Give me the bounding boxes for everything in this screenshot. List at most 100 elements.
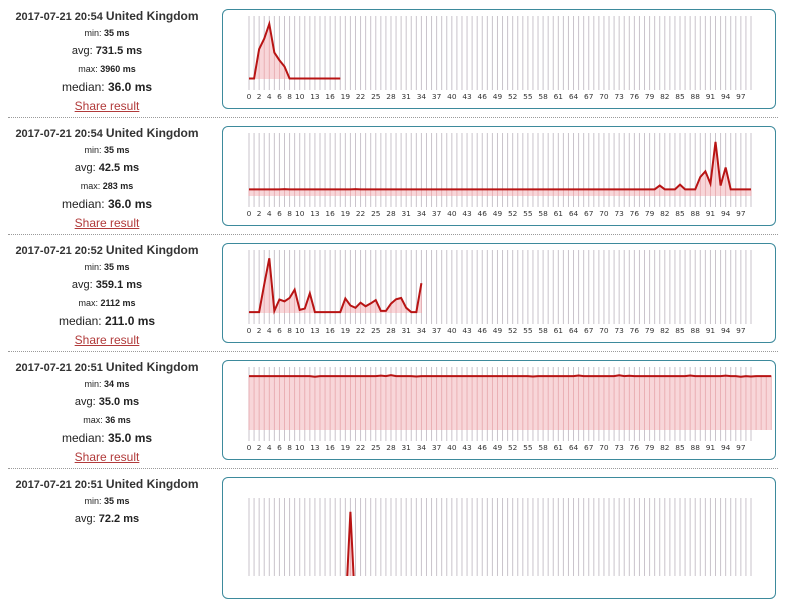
share-result-link[interactable]: Share result bbox=[75, 97, 140, 115]
series-line bbox=[249, 142, 751, 190]
x-tick-label: 22 bbox=[356, 443, 365, 452]
x-tick-label: 82 bbox=[660, 209, 669, 218]
x-tick-label: 79 bbox=[645, 443, 655, 452]
x-tick-label: 67 bbox=[584, 209, 594, 218]
min-label: min: bbox=[84, 496, 101, 506]
x-tick-label: 88 bbox=[691, 92, 701, 101]
x-tick-label: 52 bbox=[508, 209, 517, 218]
x-tick-label: 70 bbox=[599, 443, 609, 452]
x-tick-label: 85 bbox=[675, 209, 685, 218]
x-tick-label: 97 bbox=[736, 92, 746, 101]
x-tick-label: 34 bbox=[417, 209, 427, 218]
share-result-link[interactable]: Share result bbox=[75, 331, 140, 349]
x-tick-label: 58 bbox=[538, 443, 548, 452]
avg-row: avg: 72.2 ms bbox=[0, 510, 214, 529]
x-tick-label: 40 bbox=[447, 92, 457, 101]
x-tick-label: 8 bbox=[287, 443, 292, 452]
divider bbox=[8, 117, 778, 118]
x-tick-label: 6 bbox=[277, 443, 282, 452]
share-result-link[interactable]: Share result bbox=[75, 448, 140, 466]
x-tick-label: 19 bbox=[341, 326, 351, 335]
min-row: min: 35 ms bbox=[0, 493, 214, 510]
x-tick-label: 40 bbox=[447, 443, 457, 452]
x-tick-label: 8 bbox=[287, 326, 292, 335]
x-tick-label: 16 bbox=[325, 326, 335, 335]
x-tick-label: 91 bbox=[706, 209, 716, 218]
median-value: 35.0 ms bbox=[108, 431, 152, 445]
max-value: 2112 ms bbox=[100, 298, 135, 308]
x-tick-label: 46 bbox=[478, 209, 488, 218]
x-tick-label: 46 bbox=[478, 92, 488, 101]
x-tick-label: 2 bbox=[257, 326, 262, 335]
x-tick-label: 58 bbox=[538, 209, 548, 218]
x-tick-label: 70 bbox=[599, 326, 609, 335]
max-value: 283 ms bbox=[103, 181, 134, 191]
x-tick-label: 97 bbox=[736, 443, 746, 452]
median-value: 36.0 ms bbox=[108, 80, 152, 94]
x-tick-label: 22 bbox=[356, 92, 365, 101]
share-result-link[interactable]: Share result bbox=[75, 214, 140, 232]
avg-label: avg: bbox=[75, 162, 96, 174]
x-tick-label: 25 bbox=[371, 92, 381, 101]
x-tick-label: 6 bbox=[277, 209, 282, 218]
x-tick-label: 67 bbox=[584, 92, 594, 101]
divider bbox=[8, 468, 778, 469]
x-tick-label: 64 bbox=[569, 209, 579, 218]
x-tick-label: 13 bbox=[310, 209, 320, 218]
x-tick-label: 4 bbox=[267, 209, 272, 218]
x-tick-label: 8 bbox=[287, 209, 292, 218]
divider bbox=[8, 351, 778, 352]
x-tick-label: 91 bbox=[706, 92, 716, 101]
x-tick-label: 55 bbox=[523, 209, 533, 218]
x-tick-label: 91 bbox=[706, 326, 716, 335]
x-tick-label: 19 bbox=[341, 443, 351, 452]
result-timestamp: 2017-07-21 20:51 bbox=[15, 479, 102, 491]
x-tick-label: 6 bbox=[277, 92, 282, 101]
x-tick-label: 13 bbox=[310, 443, 320, 452]
avg-value: 731.5 ms bbox=[96, 45, 142, 57]
x-tick-label: 79 bbox=[645, 92, 655, 101]
x-tick-label: 25 bbox=[371, 326, 381, 335]
x-tick-label: 13 bbox=[310, 326, 320, 335]
x-tick-label: 2 bbox=[257, 443, 262, 452]
x-tick-label: 94 bbox=[721, 209, 731, 218]
x-tick-label: 46 bbox=[478, 443, 488, 452]
x-tick-label: 6 bbox=[277, 326, 282, 335]
result-location: United Kingdom bbox=[106, 360, 199, 374]
x-tick-label: 49 bbox=[493, 443, 503, 452]
x-tick-label: 55 bbox=[523, 326, 533, 335]
x-tick-label: 55 bbox=[523, 92, 533, 101]
x-tick-label: 43 bbox=[462, 92, 472, 101]
min-row: min: 35 ms bbox=[0, 25, 214, 42]
x-tick-label: 73 bbox=[614, 326, 624, 335]
x-tick-label: 46 bbox=[478, 326, 488, 335]
max-label: max: bbox=[81, 181, 101, 191]
x-tick-label: 73 bbox=[614, 92, 624, 101]
x-tick-label: 58 bbox=[538, 326, 548, 335]
divider bbox=[8, 234, 778, 235]
x-tick-label: 10 bbox=[295, 209, 305, 218]
x-tick-label: 79 bbox=[645, 326, 655, 335]
min-row: min: 34 ms bbox=[0, 376, 214, 393]
result-header: 2017-07-21 20:51 United Kingdom bbox=[0, 359, 214, 376]
min-value: 34 ms bbox=[104, 379, 130, 389]
x-tick-label: 91 bbox=[706, 443, 716, 452]
latency-chart-svg bbox=[223, 478, 775, 576]
x-tick-label: 8 bbox=[287, 92, 292, 101]
x-tick-label: 22 bbox=[356, 209, 365, 218]
x-tick-label: 67 bbox=[584, 326, 594, 335]
result-timestamp: 2017-07-21 20:51 bbox=[15, 362, 102, 374]
x-tick-label: 49 bbox=[493, 92, 503, 101]
min-label: min: bbox=[84, 145, 101, 155]
x-tick-label: 31 bbox=[401, 443, 411, 452]
median-label: median: bbox=[62, 80, 105, 94]
x-tick-label: 37 bbox=[432, 209, 442, 218]
x-tick-label: 28 bbox=[386, 209, 396, 218]
x-tick-label: 52 bbox=[508, 92, 517, 101]
